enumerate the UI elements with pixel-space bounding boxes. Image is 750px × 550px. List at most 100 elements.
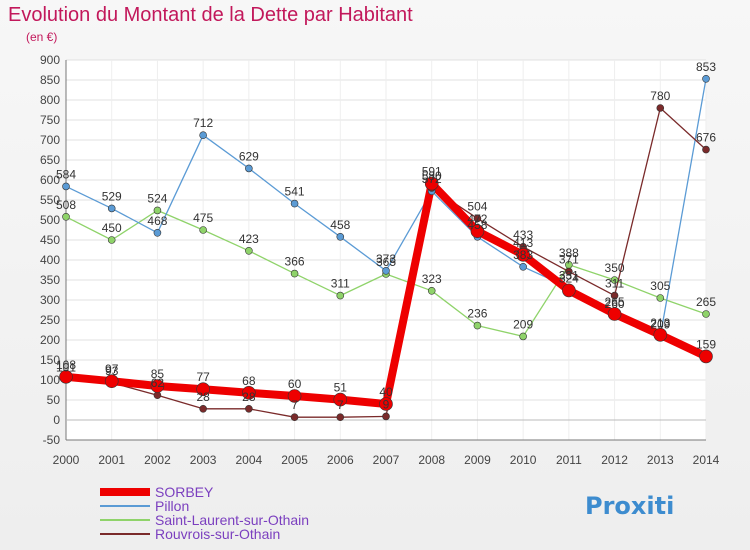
data-label: 365 bbox=[376, 255, 396, 269]
y-tick-label: 650 bbox=[40, 153, 60, 167]
data-point bbox=[245, 404, 253, 413]
data-point bbox=[610, 291, 619, 300]
data-label: 77 bbox=[196, 370, 210, 384]
data-point bbox=[336, 291, 345, 300]
x-tick-label: 2008 bbox=[418, 453, 445, 467]
data-label: 853 bbox=[696, 60, 716, 74]
data-label: 572 bbox=[422, 172, 442, 186]
legend-label: SORBEY bbox=[155, 484, 214, 500]
data-point bbox=[702, 75, 710, 83]
data-label: 508 bbox=[56, 198, 76, 212]
x-tick-label: 2003 bbox=[190, 453, 217, 467]
data-label: 524 bbox=[147, 191, 167, 205]
data-label: 68 bbox=[242, 374, 256, 388]
data-label: 388 bbox=[559, 246, 579, 260]
data-label: 311 bbox=[331, 277, 350, 291]
data-label: 60 bbox=[288, 377, 302, 391]
data-label: 331 bbox=[559, 269, 579, 283]
y-tick-label: 500 bbox=[40, 213, 60, 227]
data-point bbox=[245, 247, 253, 255]
y-tick-label: 400 bbox=[40, 253, 60, 267]
x-tick-label: 2013 bbox=[647, 453, 674, 467]
data-label: 323 bbox=[422, 272, 442, 286]
data-label: 7 bbox=[291, 398, 298, 412]
data-point bbox=[610, 276, 619, 284]
data-point bbox=[59, 369, 73, 384]
chart-subtitle: (en €) bbox=[26, 30, 58, 44]
data-label: 433 bbox=[513, 228, 533, 242]
data-label: 28 bbox=[196, 390, 210, 404]
data-label: 541 bbox=[285, 185, 305, 199]
y-tick-label: 750 bbox=[40, 113, 60, 127]
data-label: 209 bbox=[650, 317, 670, 331]
data-label: 584 bbox=[56, 167, 76, 181]
data-point bbox=[104, 374, 119, 389]
data-point bbox=[656, 104, 665, 112]
y-tick-label: 50 bbox=[47, 393, 61, 407]
data-label: 458 bbox=[330, 218, 350, 232]
data-point bbox=[519, 332, 527, 341]
data-label: 40 bbox=[379, 385, 393, 399]
y-tick-label: 800 bbox=[40, 93, 60, 107]
data-point bbox=[333, 392, 348, 407]
data-label: 458 bbox=[467, 218, 487, 232]
logo-text: Proxiti bbox=[585, 492, 675, 520]
x-tick-label: 2000 bbox=[53, 453, 80, 467]
data-point bbox=[470, 224, 485, 238]
data-point bbox=[473, 321, 482, 330]
data-label: 9 bbox=[383, 397, 390, 411]
data-point bbox=[290, 413, 299, 422]
x-tick-label: 2002 bbox=[144, 453, 171, 467]
x-tick-label: 2005 bbox=[281, 453, 308, 467]
data-label: 62 bbox=[151, 376, 165, 390]
data-label: 712 bbox=[193, 116, 213, 130]
data-label: 108 bbox=[56, 358, 76, 372]
data-point bbox=[153, 229, 162, 237]
data-point bbox=[62, 213, 70, 221]
data-point bbox=[379, 397, 393, 411]
data-label: 504 bbox=[467, 199, 487, 213]
data-label: 371 bbox=[559, 253, 579, 267]
data-label: 472 bbox=[467, 212, 487, 226]
data-label: 260 bbox=[605, 297, 625, 311]
data-label: 423 bbox=[239, 232, 259, 246]
y-tick-label: 600 bbox=[40, 173, 60, 187]
x-tick-label: 2012 bbox=[601, 453, 628, 467]
data-label: 97 bbox=[105, 362, 119, 376]
y-tick-label: 700 bbox=[40, 133, 60, 147]
data-point bbox=[199, 226, 207, 234]
data-label: 529 bbox=[102, 189, 122, 203]
x-tick-label: 2009 bbox=[464, 453, 491, 467]
data-point bbox=[196, 382, 210, 397]
data-label: 209 bbox=[513, 317, 533, 331]
data-label: 28 bbox=[242, 390, 256, 404]
data-label: 93 bbox=[105, 364, 119, 378]
data-label: 373 bbox=[376, 252, 396, 266]
legend-label: Rouvrois-sur-Othain bbox=[155, 526, 280, 542]
data-label: 305 bbox=[650, 279, 670, 293]
data-point bbox=[562, 283, 576, 298]
data-label: 213 bbox=[650, 316, 670, 330]
data-point bbox=[473, 214, 482, 223]
data-label: 676 bbox=[696, 131, 716, 145]
data-label: 159 bbox=[696, 337, 716, 351]
data-point bbox=[290, 269, 299, 278]
y-tick-label: -50 bbox=[43, 433, 61, 447]
chart-title: Evolution du Montant de la Dette par Hab… bbox=[8, 4, 413, 26]
data-point bbox=[107, 236, 116, 244]
y-tick-label: 300 bbox=[40, 293, 60, 307]
data-label: 350 bbox=[605, 261, 625, 275]
x-tick-label: 2007 bbox=[373, 453, 400, 467]
data-label: 311 bbox=[605, 277, 624, 291]
data-point bbox=[153, 206, 162, 215]
data-label: 85 bbox=[151, 367, 165, 381]
data-label: 591 bbox=[422, 165, 442, 179]
x-tick-label: 2004 bbox=[236, 453, 263, 467]
data-label: 468 bbox=[147, 214, 167, 228]
y-tick-label: 450 bbox=[40, 233, 60, 247]
y-tick-label: 200 bbox=[40, 333, 60, 347]
data-label: 366 bbox=[285, 255, 305, 269]
legend-label: Saint-Laurent-sur-Othain bbox=[155, 512, 309, 528]
